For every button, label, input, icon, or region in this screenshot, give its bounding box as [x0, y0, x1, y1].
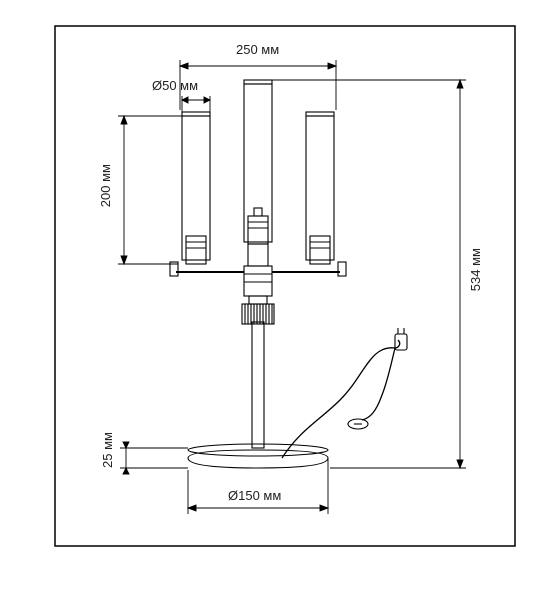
- dim-tube-dia-label: Ø50 мм: [152, 78, 198, 93]
- tube-right: [306, 112, 334, 264]
- dim-tube-height-label: 200 мм: [98, 164, 113, 207]
- base-plate: [188, 450, 328, 468]
- hub: [244, 266, 272, 296]
- inline-switch-icon: [348, 419, 368, 429]
- tube-left: [182, 112, 210, 264]
- dimensions-layer: [118, 60, 466, 514]
- dim-width-top-label: 250 мм: [236, 42, 279, 57]
- tube-center: [244, 80, 272, 266]
- dim-base-height-label: 25 мм: [100, 432, 115, 468]
- arm-right-cap: [338, 262, 346, 276]
- dim-base-dia-label: Ø150 мм: [228, 488, 281, 503]
- knurl-collar: [242, 304, 274, 324]
- stem: [252, 322, 264, 448]
- lamp-drawing: [170, 80, 407, 468]
- power-cord: [282, 340, 400, 458]
- collar-cap: [249, 296, 267, 304]
- diagram-svg: [0, 0, 550, 600]
- dim-total-height-label: 534 мм: [468, 248, 483, 291]
- plug-icon: [395, 328, 407, 350]
- diagram-canvas: 250 мм Ø50 мм 200 мм 25 мм Ø150 мм 534 м…: [0, 0, 550, 600]
